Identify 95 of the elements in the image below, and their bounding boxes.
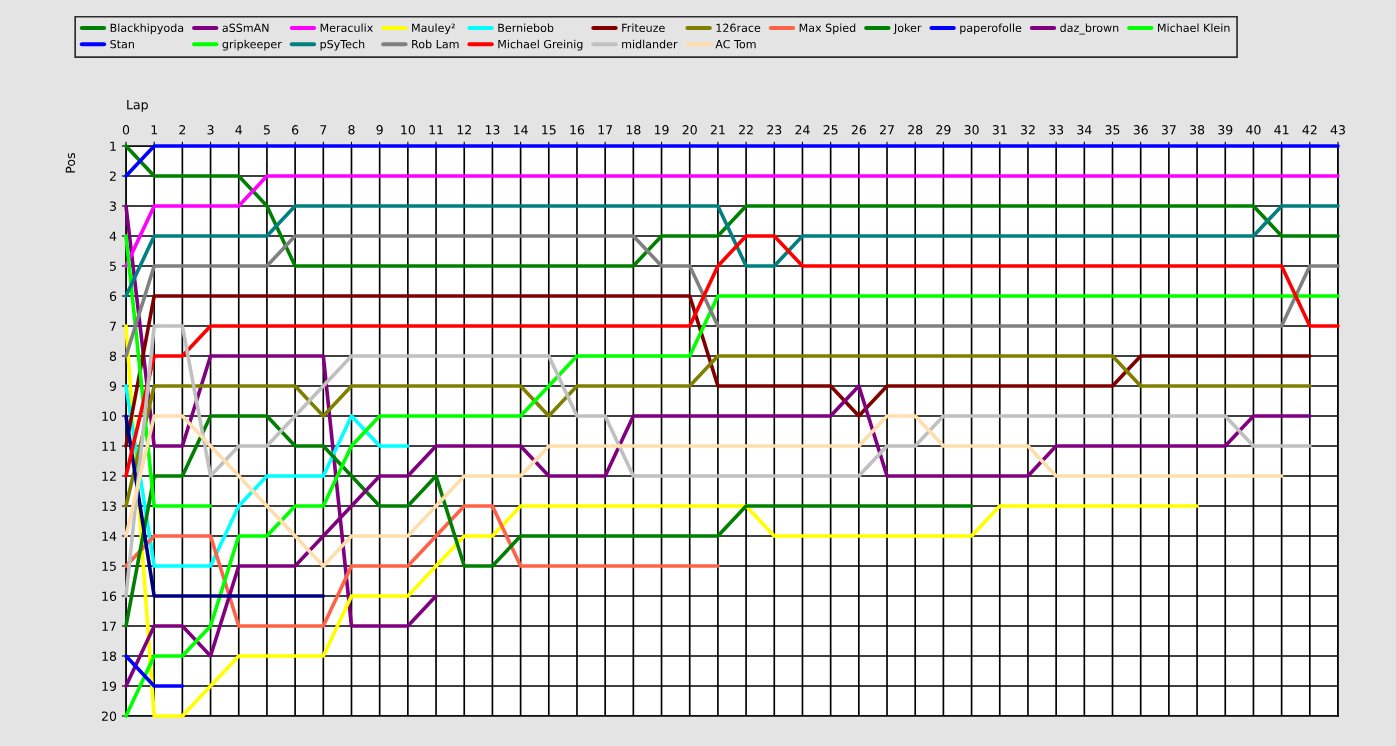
x-tick-label: 20 xyxy=(682,125,697,135)
x-tick-label: 14 xyxy=(514,125,528,135)
y-tick-label: 9 xyxy=(109,381,117,391)
line-series xyxy=(124,414,1284,568)
legend-label: Blackhipyoda xyxy=(110,23,184,35)
legend-label: Michael Greinig xyxy=(498,39,583,51)
line-series xyxy=(124,234,1340,358)
legend-label: Berniebob xyxy=(498,23,554,33)
x-tick-label: 16 xyxy=(570,125,585,135)
legend-label: Michael Klein xyxy=(1158,23,1230,33)
y-tick-label: 4 xyxy=(109,231,117,241)
legend-label: Joker xyxy=(893,23,922,35)
x-tick-label: 28 xyxy=(908,125,923,135)
x-tick-label: 34 xyxy=(1077,125,1092,135)
x-tick-label: 1 xyxy=(151,125,158,135)
y-tick-label: 10 xyxy=(102,411,117,421)
y-tick-label: 3 xyxy=(109,201,116,211)
legend-label: Max Spied xyxy=(799,23,856,35)
legend-label: aSSmAN xyxy=(222,23,269,33)
x-tick-label: 21 xyxy=(710,125,725,135)
y-tick-label: 14 xyxy=(102,531,117,541)
legend-label: daz_brown xyxy=(1060,23,1119,35)
y-tick-label: 17 xyxy=(102,621,116,631)
y-tick-label: 6 xyxy=(109,291,117,301)
line-series xyxy=(124,354,1312,508)
x-tick-label: 31 xyxy=(992,125,1007,135)
line-series xyxy=(124,234,1340,478)
x-tick-label: 35 xyxy=(1105,125,1120,135)
y-tick-label: 1 xyxy=(110,141,116,151)
x-tick-label: 26 xyxy=(851,125,866,135)
line-series xyxy=(124,294,1312,448)
y-tick-label: 19 xyxy=(102,681,117,691)
legend-label: Mauley² xyxy=(412,23,455,35)
x-tick-label: 42 xyxy=(1302,125,1317,135)
y-tick-label: 18 xyxy=(102,651,117,661)
legend-label: pSyTech xyxy=(320,39,365,51)
line-series xyxy=(124,204,1340,298)
x-tick-label: 8 xyxy=(348,125,355,135)
x-tick-label: 13 xyxy=(485,125,500,135)
legend-label: gripkeeper xyxy=(222,39,282,51)
y-tick-label: 11 xyxy=(102,441,116,451)
legend-label: 126race xyxy=(716,23,761,33)
x-tick-label: 36 xyxy=(1133,125,1148,135)
legend-label: midlander xyxy=(622,39,678,49)
x-tick-label: 4 xyxy=(235,125,243,135)
x-tick-label: 0 xyxy=(122,125,130,135)
x-tick-label: 15 xyxy=(542,125,556,135)
x-tick-label: 5 xyxy=(263,125,270,135)
y-axis-title: Pos xyxy=(65,153,76,173)
x-tick-label: 18 xyxy=(626,125,641,135)
line-series xyxy=(124,324,1312,598)
y-tick-label: 2 xyxy=(109,171,116,181)
x-tick-label: 9 xyxy=(376,125,383,135)
y-tick-label: 12 xyxy=(102,471,116,481)
line-series xyxy=(124,504,720,628)
x-tick-label: 27 xyxy=(879,125,894,135)
x-tick-label: 17 xyxy=(598,125,613,135)
x-tick-label: 32 xyxy=(1020,125,1035,135)
x-tick-label: 40 xyxy=(1246,125,1261,135)
line-series xyxy=(124,324,1199,718)
y-tick-label: 20 xyxy=(101,711,117,721)
legend-label: Rob Lam xyxy=(412,39,459,49)
x-tick-label: 6 xyxy=(292,125,299,135)
x-axis-title: Lap xyxy=(127,100,148,112)
x-tick-label: 2 xyxy=(179,125,186,135)
legend-label: Meraculix xyxy=(320,23,373,33)
x-tick-label: 38 xyxy=(1190,125,1205,135)
x-tick-label: 23 xyxy=(767,125,782,135)
legend-label: paperofolle xyxy=(960,23,1022,35)
x-tick-label: 33 xyxy=(1049,125,1064,135)
x-tick-label: 12 xyxy=(457,125,471,135)
y-tick-label: 15 xyxy=(102,561,116,571)
legend-label: AC Tom xyxy=(715,39,756,49)
x-tick-label: 39 xyxy=(1218,125,1233,135)
line-series xyxy=(124,414,974,628)
x-tick-label: 19 xyxy=(654,125,669,135)
y-tick-label: 5 xyxy=(109,261,116,271)
y-tick-label: 13 xyxy=(102,501,116,511)
legend-label: Stan xyxy=(110,39,134,49)
x-tick-label: 41 xyxy=(1274,125,1289,135)
x-tick-label: 10 xyxy=(401,125,415,135)
y-tick-label: 7 xyxy=(110,321,116,331)
y-tick-label: 8 xyxy=(109,351,117,361)
x-tick-label: 37 xyxy=(1161,125,1176,135)
x-tick-label: 11 xyxy=(429,125,443,135)
x-tick-label: 30 xyxy=(964,125,979,135)
x-tick-label: 24 xyxy=(795,125,810,135)
x-tick-label: 25 xyxy=(823,125,838,135)
x-tick-label: 22 xyxy=(739,125,753,135)
y-tick-label: 16 xyxy=(102,591,117,601)
x-tick-label: 43 xyxy=(1330,125,1345,135)
legend-label: Friteuze xyxy=(622,23,665,33)
x-tick-label: 7 xyxy=(320,125,327,135)
x-tick-label: 29 xyxy=(936,125,951,135)
x-tick-label: 3 xyxy=(207,125,214,135)
